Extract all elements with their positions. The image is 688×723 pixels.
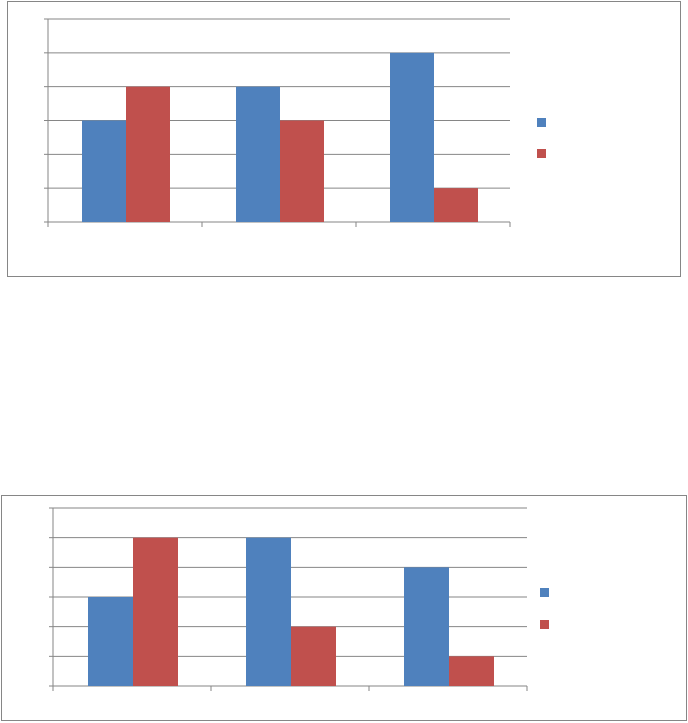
bar	[404, 567, 449, 686]
legend-swatch	[540, 588, 549, 597]
bar	[246, 537, 291, 686]
bar	[291, 626, 336, 686]
bar	[236, 86, 280, 223]
bar	[280, 120, 324, 222]
bar	[390, 52, 434, 223]
bar	[449, 656, 494, 686]
bar	[133, 537, 178, 686]
legend-swatch	[540, 620, 549, 629]
bar	[126, 86, 170, 223]
bar	[88, 597, 133, 686]
legend-swatch	[537, 118, 546, 127]
bar	[82, 120, 126, 222]
legend-swatch	[537, 149, 546, 158]
bar	[434, 188, 478, 222]
